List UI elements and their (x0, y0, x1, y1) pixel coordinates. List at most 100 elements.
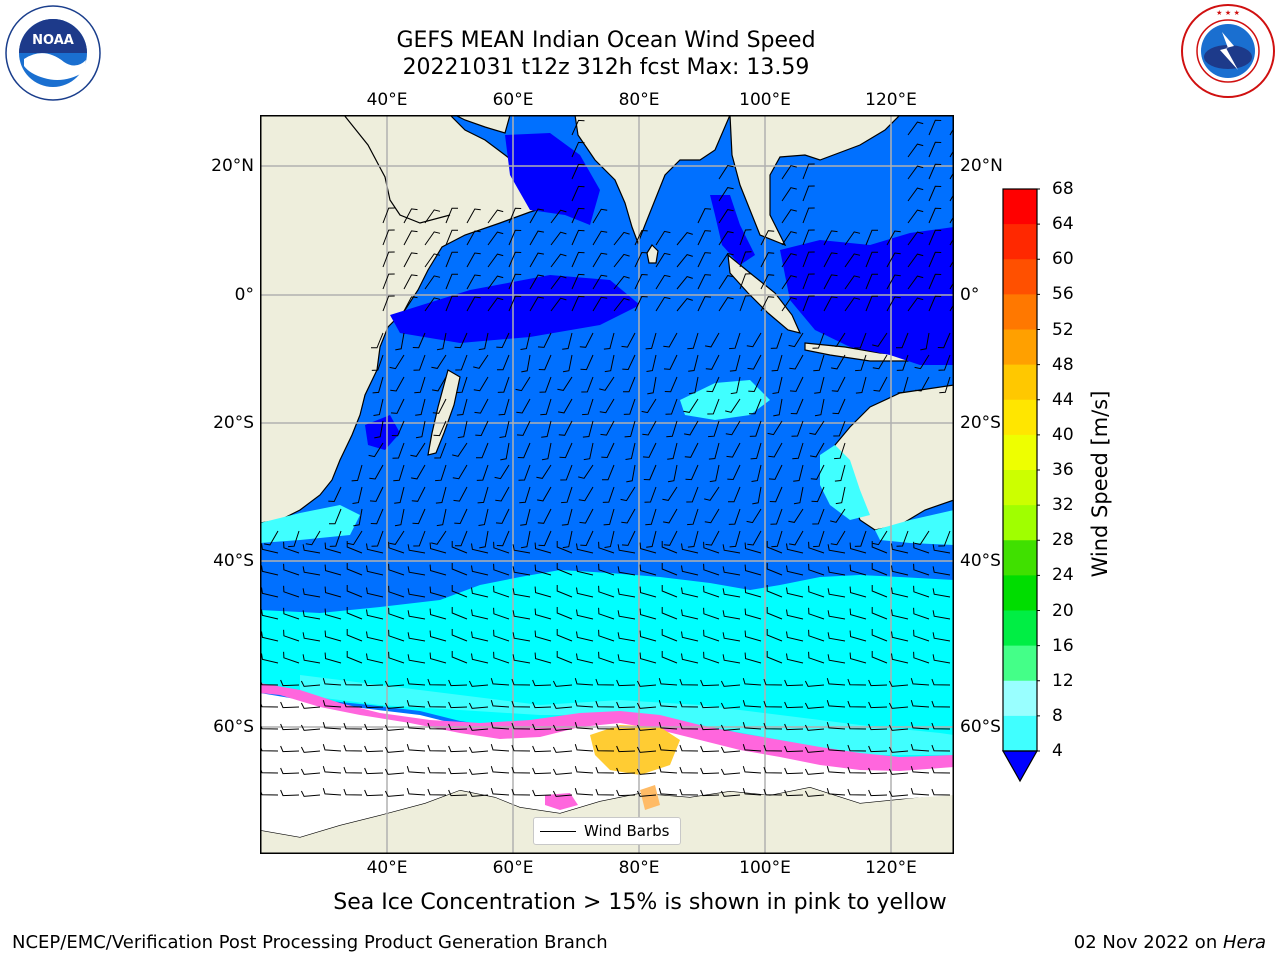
wind-barb (595, 766, 615, 774)
wind-barb (914, 354, 930, 370)
wind-barb (364, 767, 384, 775)
wind-barb (550, 231, 567, 246)
wind-barb (914, 530, 930, 545)
wind-barb (766, 629, 783, 642)
arabia-land (454, 115, 511, 134)
lon-label-top: 80°E (618, 90, 660, 110)
wind-barb (827, 544, 846, 554)
wind-barb (634, 295, 648, 312)
wind-barb (529, 274, 544, 290)
wind-barb (676, 232, 693, 246)
wind-barb (395, 332, 405, 351)
wind-barb (907, 121, 924, 136)
wind-barb (847, 766, 867, 774)
wind-barb (688, 376, 699, 395)
wind-barb (536, 464, 552, 479)
wind-barb (868, 701, 888, 709)
wind-barb (261, 543, 279, 554)
wind-barb (322, 766, 342, 774)
wind-barb (802, 251, 815, 268)
lat-label-left: 0° (234, 285, 254, 305)
wind-barb (679, 744, 699, 752)
wind-barb (453, 486, 468, 502)
wind-barb (742, 678, 762, 686)
wind-barb (872, 332, 888, 347)
wind-barb (511, 700, 531, 708)
wind-barb (508, 273, 522, 290)
wind-barb (537, 486, 552, 502)
wind-barb (855, 376, 867, 394)
wind-barb (847, 788, 867, 796)
wind-barb (622, 354, 636, 371)
wind-barb (532, 701, 552, 709)
wind-barb (324, 542, 342, 554)
wind-barb (896, 530, 909, 547)
wind-barb (804, 746, 825, 753)
wind-barb (928, 119, 942, 136)
wind-barb (532, 723, 552, 731)
wind-barb (571, 273, 585, 290)
wind-barb (910, 678, 930, 686)
southeast-asia-land (729, 115, 901, 247)
wind-barb (784, 767, 804, 775)
wind-barb (616, 723, 636, 731)
wind-barb (351, 464, 363, 482)
wind-barb (742, 700, 762, 708)
wind-barb (532, 745, 552, 753)
wind-barb (676, 254, 693, 268)
wind-barb (424, 209, 441, 224)
wind-barb (352, 486, 363, 504)
wind-barb (616, 789, 636, 797)
wind-barb (871, 629, 888, 642)
wind-barb (854, 530, 867, 547)
wind-barb (390, 376, 405, 392)
wind-barb (788, 332, 804, 348)
wind-barb (802, 229, 815, 246)
wind-barb (552, 746, 573, 753)
colorbar-segment (1003, 294, 1037, 330)
wind-barb (634, 251, 648, 268)
wind-barb (744, 630, 762, 642)
wind-barb (324, 586, 342, 598)
wind-barb (739, 251, 752, 268)
wind-barb (763, 678, 783, 686)
wind-barb (407, 566, 426, 576)
wind-barb (928, 141, 942, 158)
wind-barb (720, 680, 741, 687)
wind-barb (763, 766, 783, 774)
wind-barb (617, 654, 636, 664)
wind-barb (642, 442, 657, 458)
wind-barb (302, 610, 321, 620)
wind-barb (768, 464, 783, 480)
wind-barb (537, 508, 552, 524)
wind-barb (574, 744, 594, 752)
wind-barb (681, 587, 699, 598)
wind-barb (280, 679, 300, 687)
wind-barb (910, 722, 930, 730)
wind-barb (744, 564, 762, 576)
wind-barb (697, 296, 712, 312)
wind-barb (814, 376, 825, 394)
wind-barb (747, 530, 762, 546)
wind-barb (493, 585, 510, 598)
wind-barb (666, 420, 678, 438)
wind-barb (451, 651, 468, 664)
wind-barb (621, 508, 636, 524)
wind-barb (831, 376, 846, 392)
wind-barb (868, 745, 888, 753)
wind-barb (830, 332, 846, 347)
wind-barb (324, 608, 342, 620)
wind-barb (364, 679, 384, 687)
lon-label-bottom: 40°E (366, 858, 408, 878)
wind-barb (324, 564, 342, 576)
wind-barb (571, 163, 585, 180)
wind-barb (534, 630, 552, 642)
sea-ice-pink (260, 683, 954, 771)
wind-barb (388, 585, 405, 598)
wind-barb (687, 332, 699, 350)
wind-barb (424, 231, 441, 246)
wind-barb (770, 332, 783, 349)
wind-barb (826, 788, 846, 796)
wind-barb (300, 724, 321, 731)
wind-barb (403, 274, 418, 290)
